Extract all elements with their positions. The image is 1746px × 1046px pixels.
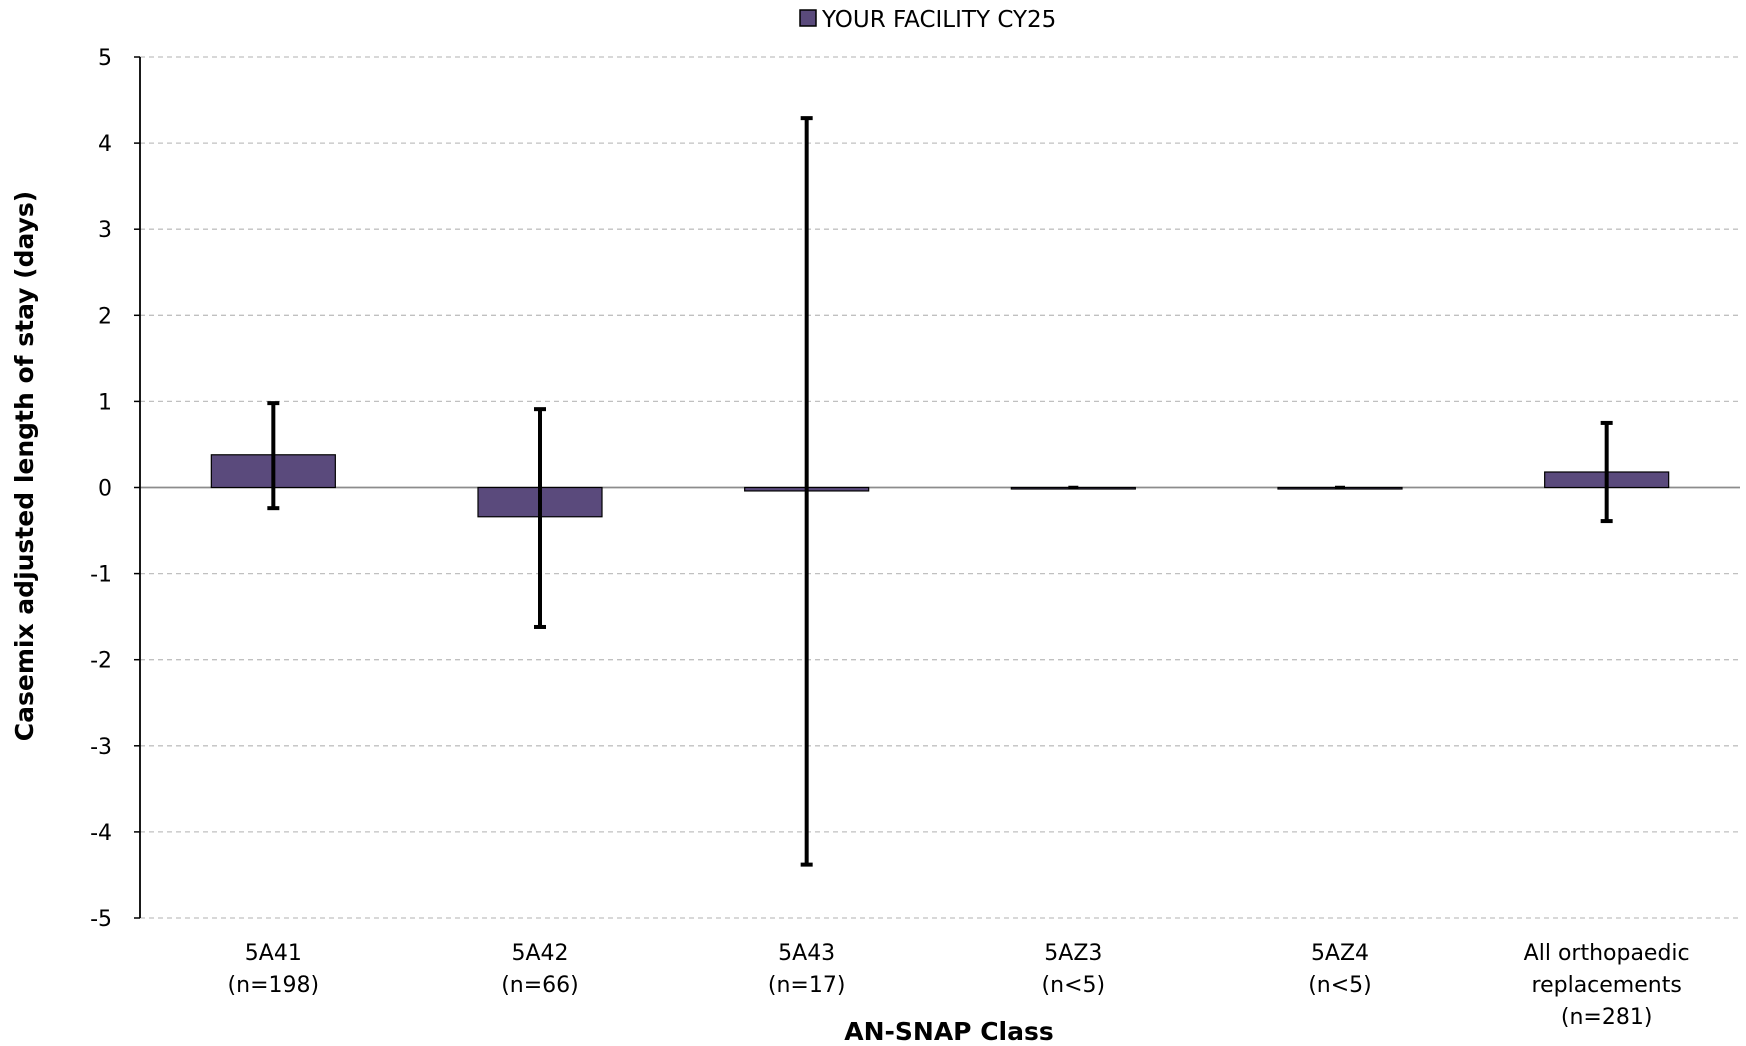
x-tick-label-line: (n=17) bbox=[768, 973, 846, 998]
gridlines bbox=[140, 56, 1740, 919]
x-tick-label-line: (n=198) bbox=[228, 973, 320, 998]
bars bbox=[210, 454, 1670, 518]
error-bar bbox=[1600, 420, 1613, 524]
x-tick-label: 5AZ4 (n<5) bbox=[1308, 941, 1372, 998]
x-tick-labels: 5A41 (n=198) 5A42 (n=66) 5A43 (n=17) 5AZ3 (n<5)… bbox=[228, 941, 1690, 1030]
y-tick-label: -3 bbox=[90, 735, 112, 760]
y-tick-label: 4 bbox=[98, 132, 112, 157]
y-tick-label: 3 bbox=[98, 218, 112, 243]
x-tick-label-line: replacements bbox=[1532, 973, 1682, 998]
x-tick-label-line: 5AZ4 bbox=[1311, 941, 1369, 966]
x-tick-label: 5A42 (n=66) bbox=[501, 941, 579, 998]
y-tick-label: 0 bbox=[98, 477, 112, 502]
y-tick-label: 1 bbox=[98, 390, 112, 415]
x-tick-label-line: 5A42 bbox=[511, 941, 568, 966]
x-tick-label: 5A43 (n=17) bbox=[768, 941, 846, 998]
x-tick-label-line: (n<5) bbox=[1308, 973, 1372, 998]
y-tick-label: 2 bbox=[98, 304, 112, 329]
y-tick-label: 5 bbox=[98, 46, 112, 71]
y-tick-label: -2 bbox=[90, 649, 112, 674]
error-bar bbox=[534, 407, 546, 629]
x-tick-label-line: 5AZ3 bbox=[1044, 941, 1102, 966]
x-tick-label-line: 5A41 bbox=[245, 941, 302, 966]
y-tick-labels: 5 4 3 2 1 0 -1 -2 -3 -4 -5 bbox=[90, 46, 112, 932]
x-tick-label-line: (n<5) bbox=[1042, 973, 1106, 998]
error-bar bbox=[267, 401, 280, 511]
error-bar bbox=[800, 116, 813, 867]
x-tick-label: All orthopaedic replacements (n=281) bbox=[1524, 941, 1690, 1030]
x-tick-label-line: All orthopaedic bbox=[1524, 941, 1690, 966]
legend-swatch bbox=[799, 9, 817, 27]
x-tick-label: 5AZ3 (n<5) bbox=[1042, 941, 1106, 998]
x-tick-label-line: (n=281) bbox=[1561, 1005, 1653, 1030]
legend-label: YOUR FACILITY CY25 bbox=[821, 7, 1056, 33]
y-tick-label: -4 bbox=[90, 821, 112, 846]
y-tick-label: -5 bbox=[90, 907, 112, 932]
x-axis-title: AN-SNAP Class bbox=[844, 1017, 1054, 1046]
error-bars bbox=[267, 116, 1613, 867]
x-tick-label: 5A41 (n=198) bbox=[228, 941, 320, 998]
x-tick-label-line: 5A43 bbox=[778, 941, 835, 966]
y-axis-title: Casemix adjusted length of stay (days) bbox=[10, 191, 39, 741]
x-tick-label-line: (n=66) bbox=[501, 973, 579, 998]
y-tick-label: -1 bbox=[90, 563, 112, 588]
legend: YOUR FACILITY CY25 bbox=[799, 7, 1056, 33]
y-axis bbox=[134, 56, 141, 919]
